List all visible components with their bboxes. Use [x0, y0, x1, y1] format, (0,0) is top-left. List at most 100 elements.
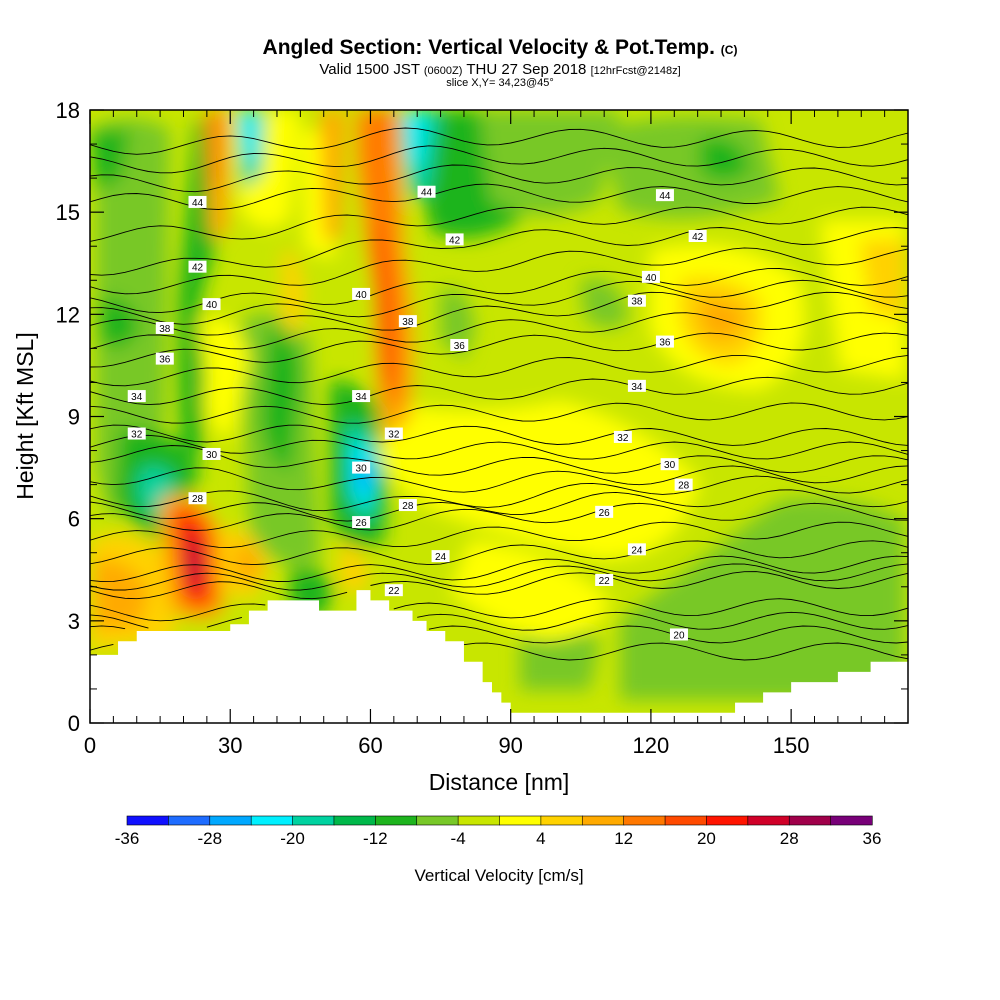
isentrope-line: [90, 434, 908, 460]
isentrope-line: [90, 291, 908, 336]
isentrope-line: [90, 625, 908, 644]
isentrope-label: 34: [627, 379, 646, 393]
isentrope-line: [90, 183, 908, 210]
colorbar-swatch: [209, 815, 252, 826]
colorbar-label: Vertical Velocity [cm/s]: [414, 866, 583, 885]
x-axis-label: Distance [nm]: [429, 769, 570, 795]
isentrope-label-text: 28: [192, 494, 204, 505]
chart-title: Angled Section: Vertical Velocity & Pot.…: [262, 36, 738, 59]
isentrope-label-box: [188, 492, 207, 505]
colorbar-tick-label: -4: [451, 829, 466, 848]
isentrope-label: 24: [431, 550, 450, 563]
isentrope-line: [90, 206, 908, 242]
y-tick-label: 6: [68, 507, 80, 532]
colorbar-swatch: [250, 815, 294, 826]
isentrope-label: 36: [655, 335, 674, 349]
isentrope-label-text: 40: [645, 273, 657, 284]
isentrope-line: [90, 475, 908, 512]
isentrope-label-text: 40: [356, 290, 368, 301]
isentrope-label-text: 30: [356, 464, 368, 475]
colorbar-tick-label: -36: [115, 829, 140, 848]
colorbar-swatch: [333, 815, 376, 826]
chart-subtitle: Valid 1500 JST (0600Z) THU 27 Sep 2018 […: [319, 61, 681, 78]
plot-area: 44 44 44 42 42 42 40 40 40 38 38 38 36 36 36 34 34 34 32 32…: [90, 110, 908, 723]
isentrope-line: [90, 279, 908, 325]
y-tick-label: 12: [56, 302, 80, 327]
isentrope-label-text: 38: [159, 324, 171, 335]
colorbar-tick-label: -28: [197, 829, 222, 848]
isentrope-label-box: [641, 270, 660, 283]
isentrope-label: 40: [352, 287, 371, 301]
y-tick-label: 9: [68, 405, 80, 430]
y-tick-label: 18: [56, 98, 80, 123]
colorbar: -36 -28 -20 -12 -4 4 12 20 28 36: [115, 815, 881, 848]
isentrope-label: 34: [127, 390, 146, 403]
isentrope-label-text: 20: [673, 630, 685, 641]
field-region: [320, 110, 345, 240]
x-tick-label: 60: [358, 733, 382, 758]
isentrope-label-box: [398, 499, 417, 512]
isentrope-label-text: 36: [159, 355, 171, 366]
isentrope-label-text: 36: [659, 338, 671, 349]
isentrope-label-text: 34: [356, 392, 368, 403]
field-region: [700, 138, 750, 180]
y-tick-label: 0: [68, 711, 80, 736]
x-tick-label: 120: [633, 733, 670, 758]
isentrope-line: [90, 540, 908, 566]
isentrope-label-text: 32: [617, 433, 629, 444]
isentrope-line: [90, 354, 908, 387]
isentrope-label-text: 30: [206, 450, 218, 461]
isentrope-label-box: [669, 628, 688, 641]
isentrope-label-box: [417, 185, 436, 198]
isentrope-label: 30: [352, 461, 371, 475]
isentrope-label: 42: [188, 260, 207, 274]
isentrope-line: [90, 521, 908, 548]
isentrope-line: [90, 127, 908, 155]
colorbar-swatch: [126, 815, 169, 826]
isentrope-label-text: 44: [659, 191, 671, 202]
isentrope-label-box: [627, 379, 646, 392]
isentrope-label-box: [595, 505, 614, 518]
isentrope-label-box: [655, 335, 674, 348]
colorbar-swatch: [623, 815, 666, 826]
isentrope-label-text: 42: [192, 263, 204, 274]
colorbar-swatch: [747, 815, 790, 826]
isentrope-label-box: [352, 390, 371, 403]
isentrope-label-box: [188, 195, 207, 208]
isentrope-label: 38: [155, 321, 174, 335]
isentrope-label-box: [352, 461, 371, 474]
colorbar-swatch: [375, 815, 418, 826]
isentrope-line: [90, 465, 908, 493]
isentrope-label-text: 24: [631, 545, 643, 556]
x-tick-label: 30: [218, 733, 242, 758]
isentrope-label-box: [450, 338, 469, 351]
isentrope-label-box: [384, 584, 403, 597]
isentrope-line: [90, 642, 908, 661]
isentrope-label-box: [127, 390, 146, 403]
colorbar-swatch: [457, 815, 501, 826]
field-region: [340, 544, 370, 595]
isentrope-label: 30: [660, 458, 679, 471]
isentrope-label-box: [627, 543, 646, 556]
isentrope-label-text: 40: [206, 300, 218, 311]
y-axis-label: Height [Kft MSL]: [12, 332, 38, 499]
isentrope-label-box: [613, 430, 632, 443]
isentrope-label: 40: [202, 298, 221, 311]
isentrope-label: 32: [613, 430, 632, 444]
isentrope-line: [90, 571, 908, 600]
colorbar-swatch: [830, 815, 873, 826]
isentrope-label-text: 44: [421, 188, 433, 199]
field-region: [100, 298, 140, 350]
isentrope-label: 24: [627, 543, 646, 556]
x-tick-label: 90: [498, 733, 522, 758]
colorbar-swatch: [706, 815, 749, 826]
isentrope-labels: 44 44 44 42 42 42 40 40 40 38 38 38 36 36 36 34 34 34 32 32…: [127, 185, 707, 641]
isentrope-label-text: 22: [599, 576, 611, 587]
isentrope-line: [90, 555, 908, 583]
isentrope-label-box: [202, 447, 221, 460]
colorbar-swatch: [292, 815, 335, 826]
isentrope-label: 38: [627, 294, 646, 308]
isentrope-line: [90, 268, 908, 314]
